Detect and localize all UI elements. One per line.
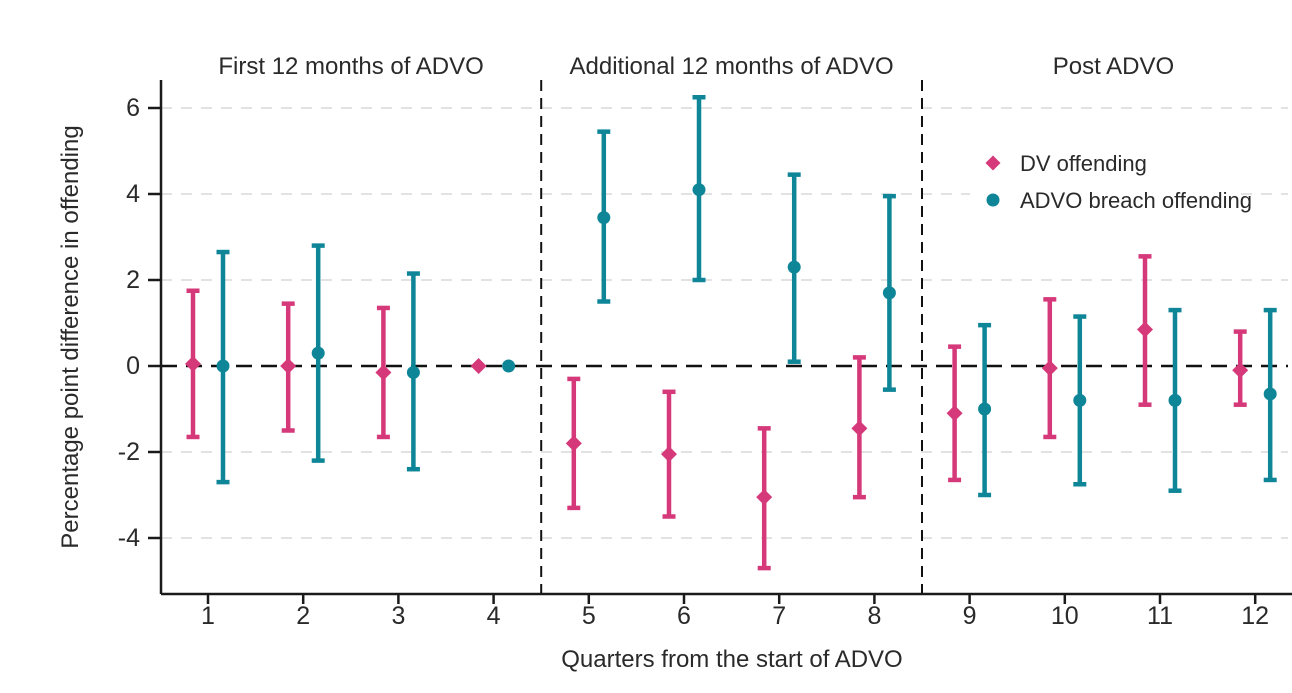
x-tick-label: 9 [963,602,977,630]
x-tick-label: 1 [201,602,215,630]
data-point-marker [280,358,297,374]
legend-item-label: ADVO breach offending [1020,188,1252,213]
data-point-marker [502,359,516,373]
data-point-marker [597,211,611,225]
y-tick-label: 2 [126,266,140,294]
y-tick-label: 6 [126,94,140,122]
data-point-marker [1137,321,1153,338]
x-tick-label: 3 [391,602,405,630]
x-tick-label: 10 [1051,602,1079,630]
data-point-marker [851,420,868,437]
data-point-marker [406,365,420,379]
x-tick-label: 6 [677,602,691,630]
legend-background [970,140,1232,222]
x-tick-label: 12 [1241,602,1269,630]
data-point-marker [756,489,773,506]
x-tick-label: 7 [772,602,786,630]
data-point-marker [311,346,325,360]
data-point-marker [565,435,582,452]
data-point-marker [692,183,706,197]
data-point-marker [978,402,992,416]
legend-item-label: DV offending [1020,151,1147,176]
legend-marker-circle [986,193,1000,207]
x-tick-label: 8 [867,602,881,630]
data-point-marker [1232,362,1249,379]
y-tick-label: -2 [118,438,140,466]
data-point-marker [375,364,392,381]
data-point-marker [882,286,896,300]
data-point-marker [216,359,230,373]
y-tick-label: 0 [126,352,140,380]
data-point-marker [470,358,487,374]
data-point-marker [946,405,963,422]
x-tick-label: 11 [1147,602,1173,630]
panel-title: Additional 12 months of ADVO [570,53,894,80]
data-point-marker [661,446,677,463]
x-tick-label: 2 [296,602,310,630]
x-tick-label: 4 [487,602,501,630]
data-point-marker [185,355,201,372]
x-axis-label: Quarters from the start of ADVO [561,646,902,673]
panel-title: Post ADVO [1053,53,1174,80]
legend-marker-diamond [985,155,1001,171]
y-tick-label: -4 [118,524,140,552]
data-point-marker [1168,393,1182,407]
data-point-marker [1041,360,1058,377]
y-axis-label: Percentage point difference in offending [57,125,84,548]
x-tick-label: 5 [582,602,596,630]
data-point-marker [1263,387,1277,401]
panel-title: First 12 months of ADVO [218,53,483,80]
data-point-marker [787,260,801,274]
data-point-marker [1073,393,1087,407]
y-tick-label: 4 [126,180,140,208]
forest-plot-figure: 6 4 2 0 -2 -4 1 2 3 4 5 6 7 8 9 10 11 12 First 12 months o… [40,16,1292,693]
